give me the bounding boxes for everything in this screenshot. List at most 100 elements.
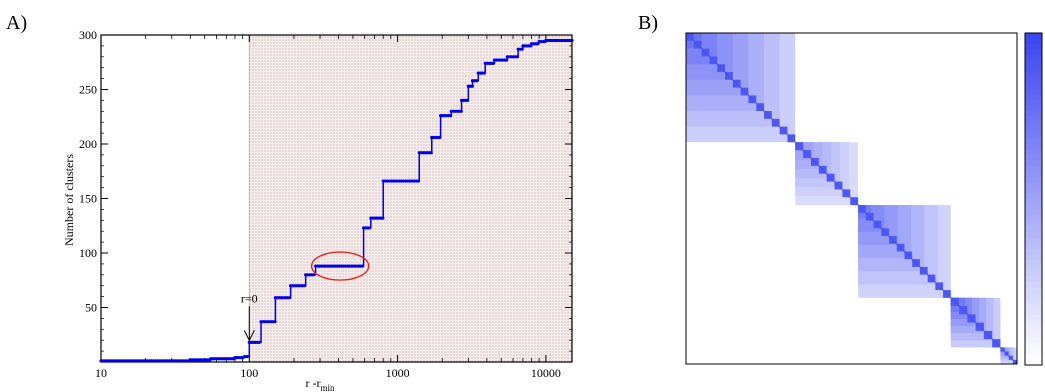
- colorbar-segment: [1025, 287, 1042, 294]
- colorbar-segment: [1025, 282, 1042, 289]
- colorbar-segment: [1025, 226, 1042, 233]
- data-point: [381, 216, 385, 220]
- data-point: [438, 135, 442, 140]
- colorbar-segment: [1025, 116, 1042, 123]
- colorbar-segment: [1025, 93, 1042, 100]
- annotation-arrow-head: [243, 330, 255, 342]
- colorbar-segment: [1025, 315, 1042, 322]
- colorbar-segment: [1025, 110, 1042, 117]
- colorbar-segment: [1025, 320, 1042, 327]
- y-tick-label: 250: [79, 83, 97, 97]
- data-point: [360, 264, 364, 268]
- colorbar-segment: [1025, 199, 1042, 206]
- colorbar-segment: [1025, 38, 1042, 45]
- data-point: [303, 284, 307, 288]
- colorbar-segment: [1025, 77, 1042, 84]
- colorbar-segment: [1025, 88, 1042, 95]
- data-point: [416, 179, 421, 183]
- y-tick-label: 200: [79, 137, 97, 151]
- colorbar-segment: [1025, 71, 1042, 78]
- x-tick-label: 1000: [386, 366, 410, 380]
- colorbar-segment: [1025, 121, 1042, 128]
- colorbar-segment: [1025, 154, 1042, 161]
- colorbar-segment: [1025, 342, 1042, 349]
- y-axis: 50 100 150 200 250 300: [79, 28, 572, 352]
- colorbar-segment: [1025, 248, 1042, 255]
- colorbar-segment: [1025, 99, 1042, 106]
- colorbar-segment: [1025, 204, 1042, 211]
- colorbar-segment: [1025, 104, 1042, 112]
- data-point: [368, 226, 372, 230]
- colorbar-segment: [1025, 276, 1042, 283]
- data-point: [459, 109, 463, 113]
- colorbar-segment: [1025, 160, 1042, 167]
- colorbar-segment: [1025, 187, 1042, 195]
- x-tick-label: 10000: [531, 366, 561, 380]
- y-tick-label: 300: [79, 28, 97, 42]
- colorbar-segment: [1025, 55, 1042, 62]
- colorbar-segment: [1025, 337, 1042, 344]
- colorbar-segment: [1025, 66, 1042, 73]
- data-point: [570, 38, 574, 43]
- data-point: [273, 320, 277, 324]
- panel-a-label: A): [6, 12, 28, 34]
- colorbar-segment: [1025, 254, 1042, 261]
- data-point: [245, 354, 249, 359]
- colorbar-segment: [1025, 182, 1042, 189]
- panel-b-label: B): [638, 12, 658, 34]
- x-tick-label: 10: [95, 366, 107, 380]
- data-point: [312, 273, 316, 277]
- colorbar-segment: [1025, 127, 1042, 134]
- data-point: [482, 71, 486, 75]
- colorbar-segment: [1025, 270, 1042, 278]
- data-point: [470, 84, 474, 88]
- x-tick-label: 100: [240, 366, 258, 380]
- data-point: [474, 79, 479, 83]
- colorbar-segment: [1025, 243, 1042, 250]
- colorbar-segment: [1025, 49, 1042, 56]
- shaded-region: [248, 35, 573, 362]
- colorbar-segment: [1025, 232, 1042, 239]
- data-point: [449, 114, 453, 118]
- colorbar-segment: [1025, 82, 1042, 89]
- data-point: [465, 98, 470, 102]
- annotation-label: r=0: [241, 291, 258, 305]
- colorbar-segment: [1025, 326, 1042, 333]
- x-axis: 10 100 1000 10000: [95, 35, 561, 380]
- data-point: [504, 58, 509, 62]
- colorbar-segment: [1025, 309, 1042, 316]
- colorbar-segment: [1025, 293, 1042, 300]
- colorbar-segment: [1025, 237, 1042, 244]
- colorbar-segment: [1025, 210, 1042, 217]
- data-point: [520, 47, 524, 51]
- colorbar-segment: [1025, 33, 1042, 40]
- highlight-ellipse: [310, 251, 370, 281]
- colorbar-segment: [1025, 171, 1042, 178]
- colorbar: [1024, 32, 1043, 366]
- colorbar-segment: [1025, 348, 1042, 355]
- colorbar-segment: [1025, 259, 1042, 266]
- colorbar-segment: [1025, 221, 1042, 228]
- y-tick-label: 150: [79, 192, 97, 206]
- colorbar-frame: [1024, 32, 1043, 366]
- colorbar-segment: [1025, 143, 1042, 150]
- colorbar-segment: [1025, 298, 1042, 305]
- colorbar-segment: [1025, 165, 1042, 172]
- colorbar-segment: [1025, 132, 1042, 139]
- y-axis-title: Number of clusters: [62, 154, 76, 246]
- y-tick-label: 50: [85, 301, 97, 315]
- colorbar-segment: [1025, 176, 1042, 183]
- data-point: [287, 296, 292, 300]
- colorbar-segment: [1025, 193, 1042, 200]
- colorbar-segment: [1025, 60, 1042, 67]
- diagonal-line: [685, 32, 1018, 365]
- colorbar-segment: [1025, 44, 1042, 51]
- colorbar-segment: [1025, 353, 1042, 361]
- data-point: [491, 61, 495, 65]
- data-point: [429, 151, 433, 155]
- colorbar-segment: [1025, 265, 1042, 272]
- colorbar-segment: [1025, 359, 1042, 366]
- data-point: [257, 340, 261, 344]
